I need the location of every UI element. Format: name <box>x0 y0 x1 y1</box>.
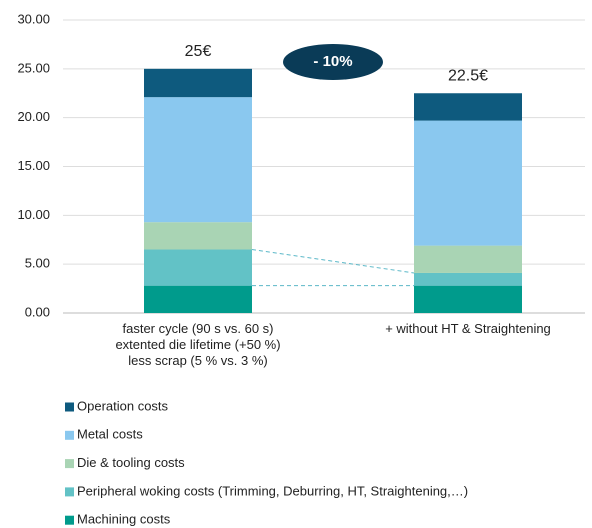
legend-label: Machining costs <box>77 512 171 527</box>
bar-segment <box>144 285 252 313</box>
bar-segment <box>414 272 522 286</box>
legend-swatch <box>65 459 74 469</box>
bar-segment <box>144 249 252 286</box>
x-tick-label: faster cycle (90 s vs. 60 s) extented die… <box>115 321 280 368</box>
change-label: - 10% <box>313 53 352 70</box>
y-tick-label: 15.00 <box>17 158 50 173</box>
y-tick-label: 30.00 <box>17 11 50 26</box>
y-tick-label: 25.00 <box>17 60 50 75</box>
legend-label: Peripheral woking costs (Trimming, Debur… <box>77 483 468 498</box>
bar-segment <box>144 222 252 250</box>
legend-swatch <box>65 487 74 497</box>
legend-label: Metal costs <box>77 427 143 442</box>
legend-swatch <box>65 402 74 412</box>
change-badge <box>283 44 383 80</box>
x-tick-line: extented die lifetime (+50 %) <box>115 337 280 352</box>
bar-segment <box>414 120 522 246</box>
x-tick-line: + without HT & Straightening <box>385 321 551 336</box>
bar-segment <box>414 285 522 313</box>
y-tick-label: 5.00 <box>25 256 50 271</box>
bar-segment <box>414 93 522 121</box>
bar-segment <box>144 97 252 223</box>
legend-label: Operation costs <box>77 398 169 413</box>
legend-label: Die & tooling costs <box>77 455 185 470</box>
total-label: 25€ <box>185 43 212 60</box>
bar-segment <box>414 245 522 273</box>
total-label: 22.5€ <box>448 67 488 84</box>
x-tick-line: faster cycle (90 s vs. 60 s) <box>123 321 274 336</box>
y-tick-label: 0.00 <box>25 304 50 319</box>
x-tick-line: less scrap (5 % vs. 3 %) <box>128 353 267 368</box>
y-tick-label: 10.00 <box>17 207 50 222</box>
connector <box>251 249 415 274</box>
legend-swatch <box>65 515 74 525</box>
legend-swatch <box>65 430 74 440</box>
x-tick-label: + without HT & Straightening <box>385 321 551 336</box>
y-tick-label: 20.00 <box>17 109 50 124</box>
bar-segment <box>144 68 252 98</box>
